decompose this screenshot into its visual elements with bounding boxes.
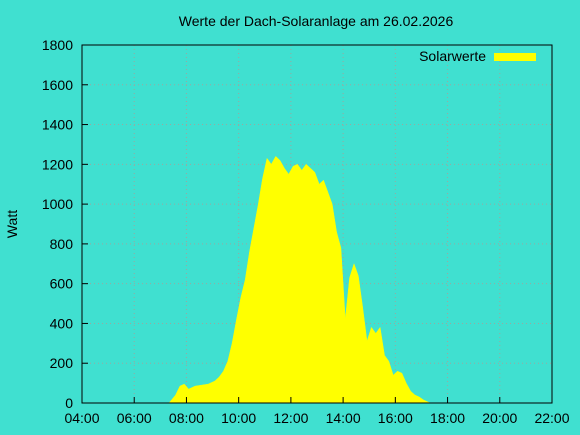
x-tick-label: 20:00 xyxy=(482,410,517,426)
y-tick-label: 200 xyxy=(50,355,74,371)
chart-title: Werte der Dach-Solaranlage am 26.02.2026 xyxy=(179,13,454,29)
y-tick-label: 1400 xyxy=(42,117,73,133)
y-tick-label: 0 xyxy=(65,395,73,411)
x-tick-label: 12:00 xyxy=(273,410,308,426)
y-tick-label: 400 xyxy=(50,315,74,331)
series-area-solarwerte xyxy=(168,155,431,404)
legend-label-solarwerte: Solarwerte xyxy=(419,48,486,64)
y-tick-label: 1000 xyxy=(42,196,73,212)
x-axis-ticks: 04:00 06:00 08:00 10:00 12:00 14:00 16:00 18:00… xyxy=(64,397,570,426)
x-tick-label: 14:00 xyxy=(326,410,361,426)
x-tick-label: 04:00 xyxy=(64,410,99,426)
y-axis-ticks: 0 200 400 600 800 1000 1200 1400 1600 1800 xyxy=(42,37,88,411)
y-tick-label: 1800 xyxy=(42,37,73,53)
x-tick-label: 10:00 xyxy=(221,410,256,426)
x-tick-label: 22:00 xyxy=(534,410,569,426)
y-tick-label: 1600 xyxy=(42,77,73,93)
x-tick-label: 06:00 xyxy=(117,410,152,426)
x-tick-label: 16:00 xyxy=(378,410,413,426)
y-tick-label: 800 xyxy=(50,236,74,252)
y-axis-label: Watt xyxy=(4,210,20,238)
plot-frame xyxy=(81,44,553,404)
y-tick-label: 600 xyxy=(50,276,74,292)
x-tick-label: 08:00 xyxy=(169,410,204,426)
x-tick-label: 18:00 xyxy=(430,410,465,426)
plot-area xyxy=(168,155,431,404)
legend-swatch-solarwerte xyxy=(494,53,536,61)
legend: Solarwerte xyxy=(419,48,536,64)
y-tick-label: 1200 xyxy=(42,156,73,172)
